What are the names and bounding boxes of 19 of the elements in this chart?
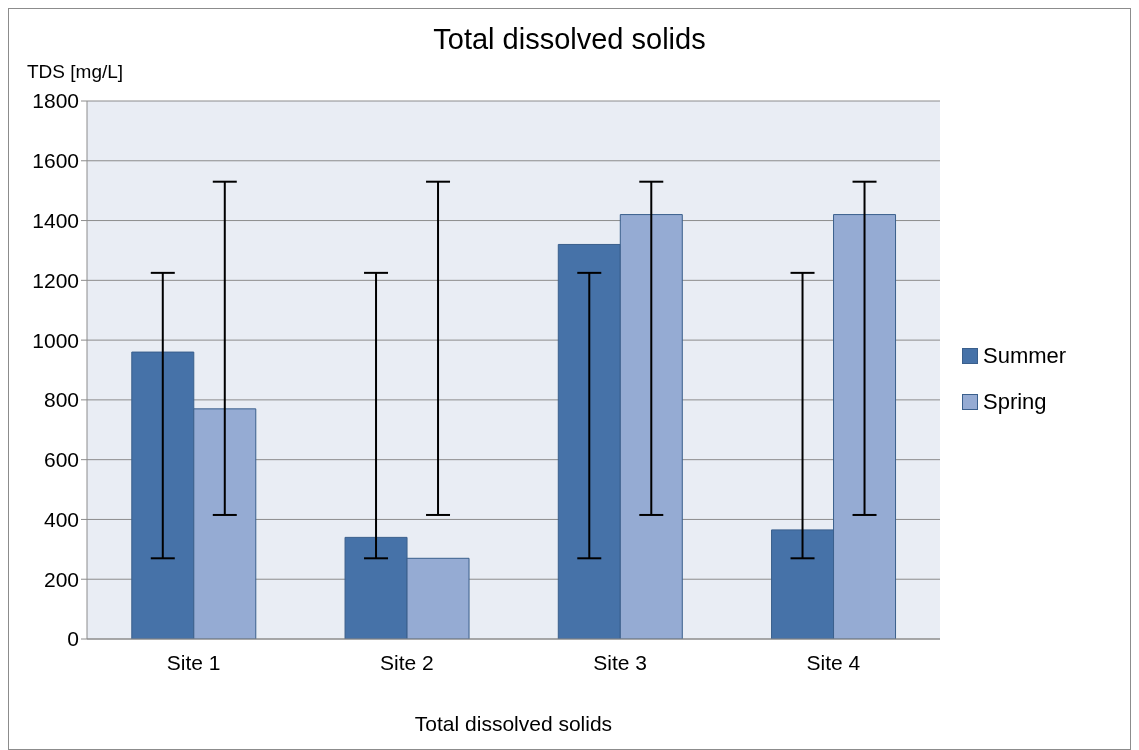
y-tick-label: 1200 (32, 268, 79, 292)
y-tick-label: 600 (43, 448, 79, 472)
y-tick-label: 1000 (32, 328, 79, 352)
legend-label: Spring (983, 389, 1047, 415)
y-tick-label: 1800 (32, 89, 79, 113)
y-tick-label: 1400 (32, 209, 79, 233)
y-axis-title: TDS [mg/L] (27, 61, 124, 83)
y-tick-label: 200 (43, 567, 79, 591)
x-tick-label: Site 1 (166, 650, 221, 674)
y-tick-label: 1600 (32, 149, 79, 173)
x-tick-label: Site 2 (380, 650, 434, 674)
x-axis-title: Total dissolved solids (414, 712, 613, 735)
legend-label: Summer (983, 343, 1067, 369)
y-tick-label: 400 (43, 507, 79, 531)
chart-title: Total dissolved solids (432, 23, 707, 56)
y-tick-label: 800 (43, 388, 79, 412)
x-tick-label: Site 3 (593, 650, 647, 674)
x-tick-label: Site 4 (806, 650, 861, 674)
y-tick-label: 0 (67, 627, 79, 651)
